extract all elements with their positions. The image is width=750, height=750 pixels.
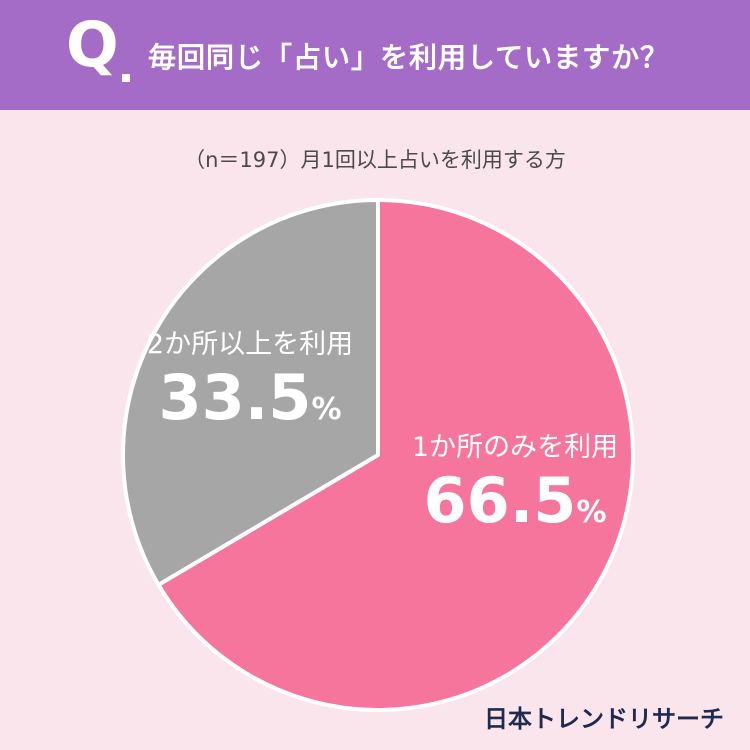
slice-label-single: 1か所のみを利用 66.5% — [400, 425, 630, 532]
slice-value-multiple: 33.5% — [130, 367, 370, 429]
brand-logo: 日本トレンドリサーチ — [484, 705, 724, 733]
question-header: Q 毎回同じ「占い」を利用していますか？ — [0, 0, 750, 110]
slice-label-multiple: 2か所以上を利用 33.5% — [130, 322, 370, 429]
pie-slice-multiple — [121, 198, 380, 587]
q-dot — [122, 74, 130, 82]
slice-name-single: 1か所のみを利用 — [411, 432, 619, 463]
slice-number-single: 66.5 — [423, 464, 577, 537]
slice-number-multiple: 33.5 — [158, 361, 312, 434]
slice-value-single: 66.5% — [400, 470, 630, 532]
q-mark: Q — [66, 8, 119, 81]
slice-name-multiple: 2か所以上を利用 — [146, 329, 354, 360]
question-text: 毎回同じ「占い」を利用していますか？ — [148, 41, 670, 74]
sample-subtitle: （n＝197）月1回以上占いを利用する方 — [184, 148, 566, 172]
slice-unit-multiple: % — [311, 392, 342, 427]
pie-slice-single — [156, 198, 635, 712]
slice-unit-single: % — [576, 495, 607, 530]
